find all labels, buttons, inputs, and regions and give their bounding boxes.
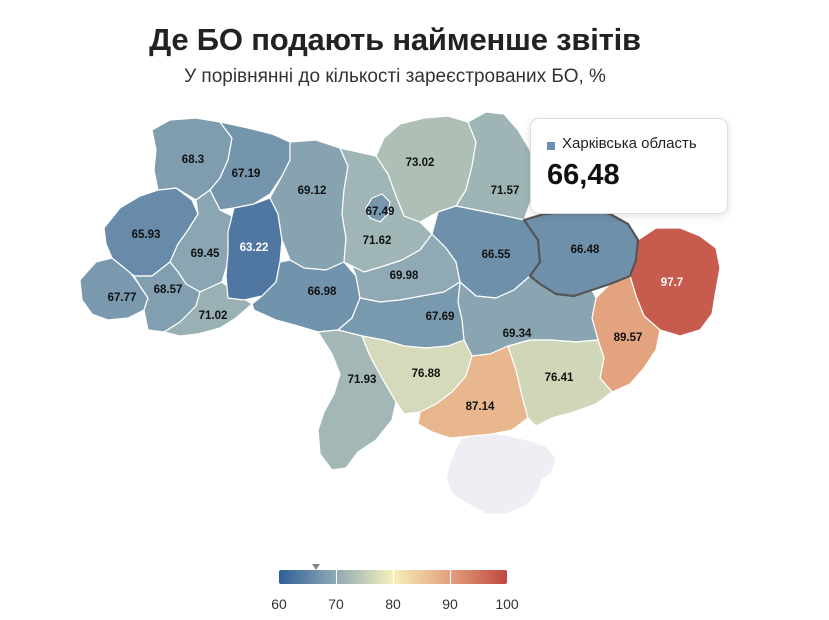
region-crimea[interactable] <box>445 431 557 515</box>
legend-divider <box>393 570 394 584</box>
region-kyiv-city[interactable] <box>365 193 391 223</box>
region-kherson[interactable] <box>417 345 529 439</box>
region-zaporizhzhia[interactable] <box>507 339 613 427</box>
legend-segment <box>279 570 336 584</box>
legend-tick-label: 60 <box>271 596 287 612</box>
chart-subtitle: У порівнянні до кількості зареєстрованих… <box>184 66 606 87</box>
chart-title: Де БО подають найменше звітів <box>149 22 641 57</box>
legend-color-bar <box>279 570 507 584</box>
legend-segment <box>393 570 450 584</box>
tooltip-region-name: Харківська область <box>562 135 697 152</box>
legend-tick-label: 80 <box>385 596 401 612</box>
region-tooltip: Харківська область 66,48 <box>530 118 728 214</box>
legend-tick-label: 100 <box>495 596 519 612</box>
legend-marker <box>311 564 320 570</box>
legend-divider <box>336 570 337 584</box>
tooltip-value: 66,48 <box>547 159 620 191</box>
tooltip-color-swatch <box>547 142 555 150</box>
legend-segment <box>336 570 393 584</box>
legend-tick-label: 70 <box>328 596 344 612</box>
legend-segment <box>450 570 507 584</box>
legend-divider <box>450 570 451 584</box>
legend-tick-label: 90 <box>442 596 458 612</box>
